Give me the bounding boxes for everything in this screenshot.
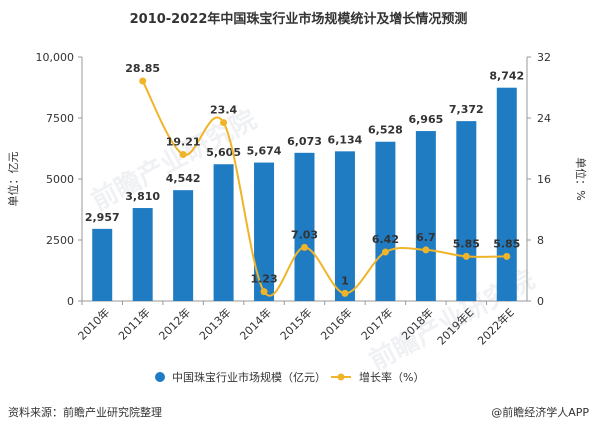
growth-point xyxy=(260,288,268,296)
x-tick-label: 2013年 xyxy=(196,305,233,342)
growth-point xyxy=(301,243,308,251)
growth-value-label: 7.03 xyxy=(291,228,318,241)
growth-value-label: 1 xyxy=(341,274,349,287)
right-tick-label: 16 xyxy=(537,173,551,186)
bar xyxy=(132,208,153,301)
growth-value-label: 1.23 xyxy=(250,273,277,286)
bar-value-label: 6,965 xyxy=(408,113,443,126)
bar xyxy=(375,141,396,301)
left-tick-label: 2500 xyxy=(46,234,74,247)
right-tick-label: 8 xyxy=(537,234,544,247)
growth-value-label: 6.42 xyxy=(372,233,399,246)
x-tick-label: 2018年 xyxy=(399,305,436,342)
x-tick-label: 2016年 xyxy=(318,305,355,342)
bar xyxy=(173,190,194,301)
growth-point xyxy=(503,252,511,260)
left-tick-label: 0 xyxy=(67,295,74,308)
growth-value-label: 28.85 xyxy=(125,62,160,75)
right-axis-title: 单位：% xyxy=(574,157,588,200)
bar xyxy=(294,152,315,301)
growth-point xyxy=(179,151,187,159)
bar-value-label: 3,810 xyxy=(125,190,160,203)
chart-title: 2010-2022年中国珠宝行业市场规模统计及增长情况预测 xyxy=(129,12,468,27)
left-tick-label: 7500 xyxy=(46,112,74,125)
bar-value-label: 8,742 xyxy=(489,70,524,83)
bar xyxy=(213,164,234,301)
bar xyxy=(254,162,275,301)
legend-bar-label: 中国珠宝行业市场规模（亿元） xyxy=(172,370,326,384)
left-tick-label: 5000 xyxy=(46,173,74,186)
right-tick-label: 24 xyxy=(537,112,551,125)
bar-value-label: 2,957 xyxy=(85,211,120,224)
x-tick-label: 2014年 xyxy=(237,305,274,342)
bar-value-label: 6,073 xyxy=(287,135,322,148)
bar-value-label: 4,542 xyxy=(166,172,201,185)
legend-bar-swatch xyxy=(155,372,165,382)
bar-value-label: 6,528 xyxy=(368,124,403,137)
growth-point xyxy=(139,77,147,85)
credit-note: @前瞻经济学人APP xyxy=(491,406,589,419)
x-tick-label: 2015年 xyxy=(277,305,314,342)
growth-value-label: 23.4 xyxy=(210,104,237,117)
growth-point xyxy=(422,246,430,254)
source-note: 资料来源：前瞻产业研究院整理 xyxy=(8,406,162,419)
bar-value-label: 6,134 xyxy=(328,133,363,146)
legend-line-marker xyxy=(337,373,345,381)
bar-value-label: 5,674 xyxy=(247,145,282,158)
growth-value-label: 19.21 xyxy=(166,136,201,149)
bar xyxy=(334,151,355,301)
x-tick-label: 2022年E xyxy=(475,305,517,347)
bar xyxy=(415,131,436,301)
growth-value-label: 5.85 xyxy=(453,237,480,250)
x-tick-label: 2011年 xyxy=(115,305,152,342)
right-tick-label: 32 xyxy=(537,51,551,64)
growth-point xyxy=(381,248,389,256)
bar-value-label: 5,605 xyxy=(206,146,241,159)
right-tick-label: 0 xyxy=(537,295,544,308)
growth-point xyxy=(341,289,349,297)
x-tick-label: 2017年 xyxy=(358,305,395,342)
bar xyxy=(496,87,517,302)
bar-value-label: 7,372 xyxy=(449,103,484,116)
bar xyxy=(92,228,113,301)
growth-point xyxy=(220,119,228,127)
growth-point xyxy=(462,252,470,260)
left-tick-label: 10,000 xyxy=(36,51,75,64)
x-tick-label: 2019年E xyxy=(434,305,476,347)
bar xyxy=(456,121,477,301)
left-axis-title: 单位：亿元 xyxy=(6,152,20,207)
growth-value-label: 6.7 xyxy=(416,231,436,244)
x-tick-label: 2010年 xyxy=(75,305,112,342)
growth-value-label: 5.85 xyxy=(493,237,520,250)
legend-line-label: 增长率（%） xyxy=(359,370,424,384)
x-tick-label: 2012年 xyxy=(156,305,193,342)
